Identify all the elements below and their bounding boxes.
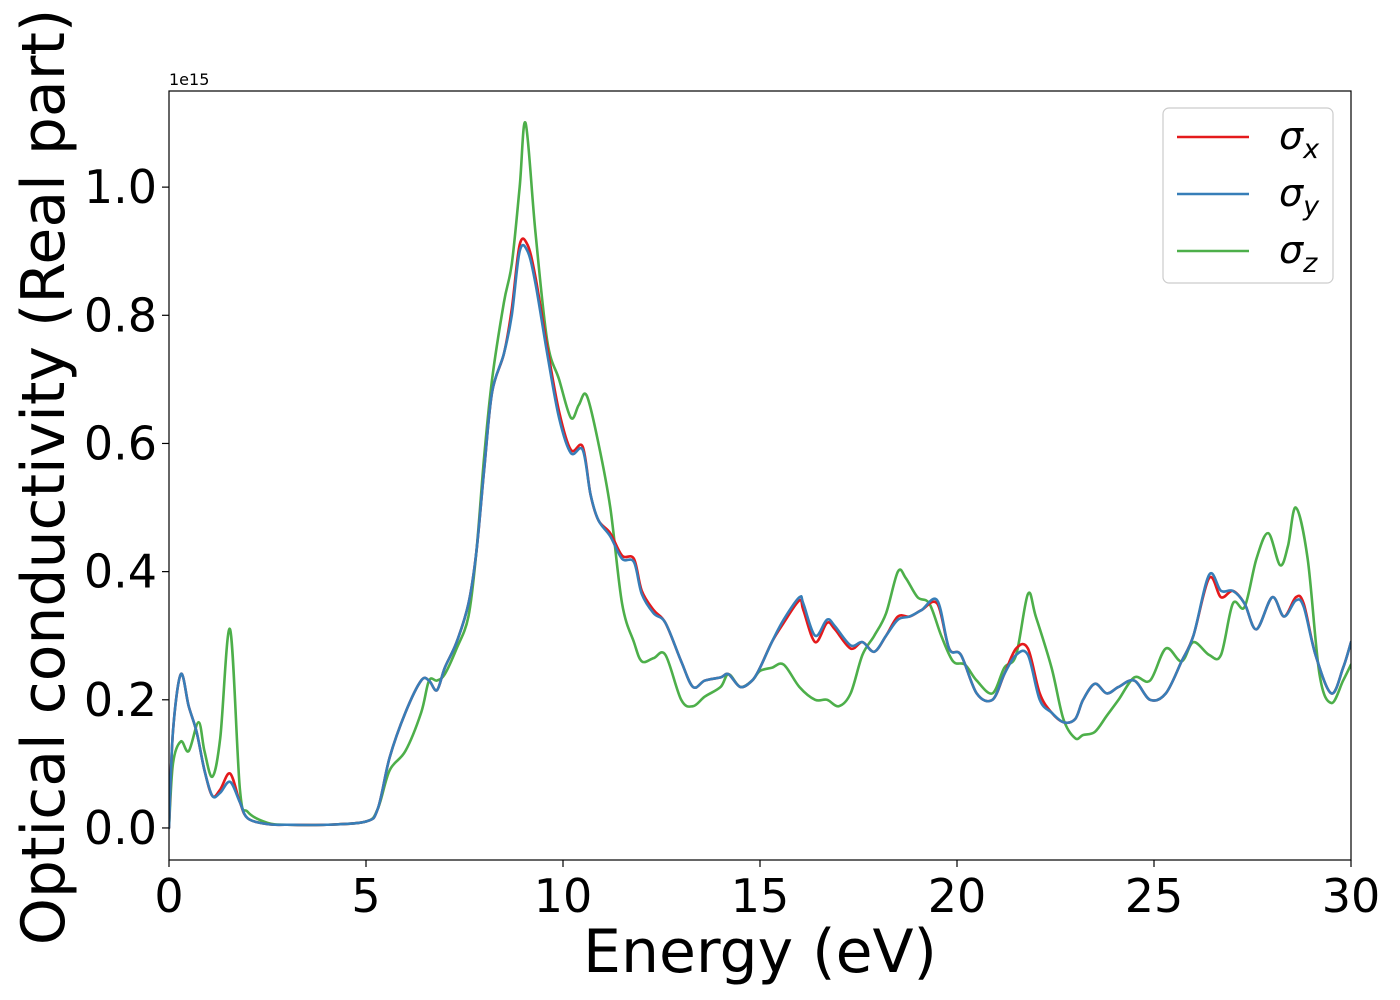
- y-tick-label: 0.2: [84, 673, 157, 727]
- x-tick-label: 5: [351, 869, 380, 923]
- legend: σx σy σz: [1162, 107, 1334, 284]
- y-tick-label: 0.0: [84, 801, 157, 855]
- legend-label-y: σy: [1279, 171, 1320, 222]
- y-tick-label: 0.4: [84, 545, 157, 599]
- x-tick-label: 10: [534, 869, 593, 923]
- y-axis-label: Optical conductivity (Real part): [9, 9, 79, 946]
- x-tick-label: 25: [1125, 869, 1184, 923]
- y-tick-label: 1.0: [84, 160, 157, 214]
- x-tick-label: 0: [154, 869, 183, 923]
- legend-label-z: σz: [1279, 228, 1318, 279]
- x-tick-label: 15: [731, 869, 790, 923]
- y-axis-ticks: 0.0 0.2 0.4 0.6 0.8 1.0: [84, 160, 169, 855]
- x-axis-ticks: 0 5 10 15 20 25 30: [154, 860, 1380, 923]
- series-lines: [169, 121, 1351, 830]
- y-tick-label: 0.8: [84, 288, 157, 342]
- series-line-y: [169, 243, 1351, 830]
- legend-frame: [1162, 107, 1334, 284]
- x-axis-label: Energy (eV): [583, 917, 937, 987]
- y-tick-label: 0.6: [84, 416, 157, 470]
- x-tick-label: 20: [928, 869, 987, 923]
- x-tick-label: 30: [1322, 869, 1381, 923]
- series-line-x: [169, 237, 1351, 830]
- legend-label-x: σx: [1279, 114, 1320, 165]
- y-offset-label: 1e15: [169, 70, 209, 89]
- plot-frame: [168, 90, 1352, 861]
